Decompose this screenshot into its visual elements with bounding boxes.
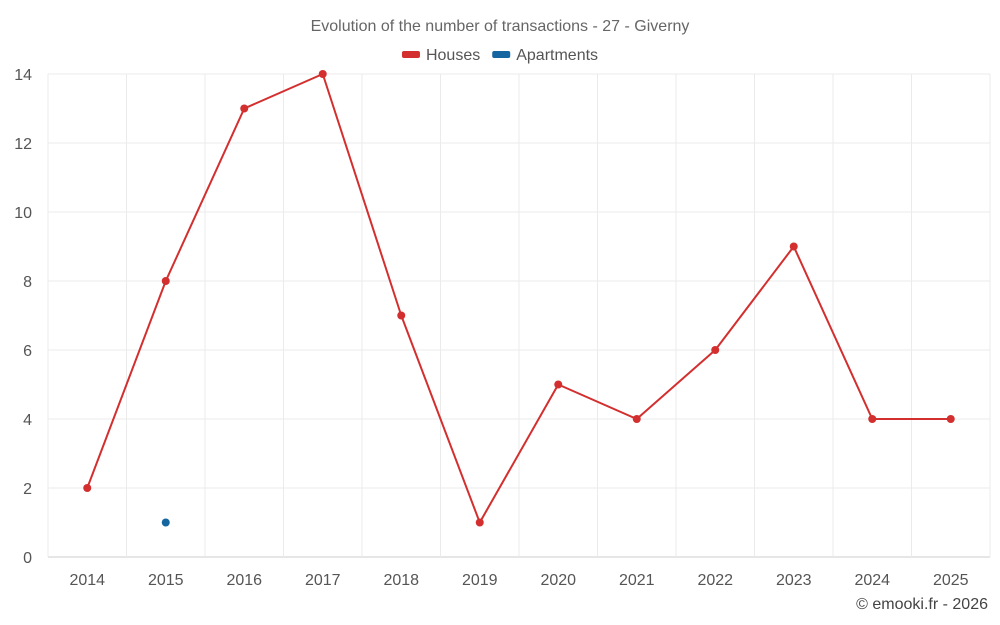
legend-swatch [401,51,420,58]
y-axis: 0 2 4 6 8 10 12 14 [14,67,32,567]
y-tick-label: 0 [23,550,32,567]
y-tick-label: 14 [14,67,32,84]
data-point-apartments [161,518,170,527]
data-point-houses [789,242,798,251]
data-point-houses [318,70,327,78]
x-tick-label: 2024 [854,572,890,589]
legend-item: Houses [401,47,480,64]
data-point-houses [83,484,92,492]
y-tick-label: 6 [23,343,32,360]
y-tick-label: 8 [23,274,32,291]
x-tick-label: 2022 [697,572,733,589]
credit-text: © emooki.fr - 2026 [856,596,988,613]
y-tick-label: 2 [23,481,32,498]
data-point-houses [397,311,406,320]
x-tick-label: 2023 [776,572,812,589]
x-tick-label: 2018 [383,572,419,589]
data-point-houses [868,415,877,423]
series-layer [83,70,955,527]
y-tick-label: 12 [14,136,32,153]
x-tick-label: 2020 [540,572,576,589]
x-axis: 2014 2015 2016 2017 2018 2019 2020 2021 2022 2023… [69,572,968,589]
x-tick-label: 2015 [148,572,184,589]
x-tick-label: 2025 [933,572,969,589]
data-point-houses [711,346,720,354]
data-point-houses [161,277,170,285]
legend-item: Apartments [492,47,598,64]
data-point-houses [632,415,641,423]
chart-title: Evolution of the number of transactions … [311,18,690,35]
x-tick-label: 2014 [69,572,105,589]
x-tick-label: 2021 [619,572,655,589]
series-line-houses [86,73,951,524]
legend: Houses Apartments [401,47,598,64]
x-tick-label: 2017 [305,572,341,589]
x-tick-label: 2016 [226,572,262,589]
legend-label: Houses [426,47,480,64]
legend-swatch [492,51,511,58]
y-tick-label: 4 [23,412,32,429]
data-point-houses [240,104,249,113]
data-point-houses [554,380,563,389]
legend-label: Apartments [516,47,598,64]
data-point-houses [946,415,955,423]
y-tick-label: 10 [14,205,32,222]
data-point-houses [475,518,484,527]
x-tick-label: 2019 [462,572,498,589]
grid [47,73,991,558]
